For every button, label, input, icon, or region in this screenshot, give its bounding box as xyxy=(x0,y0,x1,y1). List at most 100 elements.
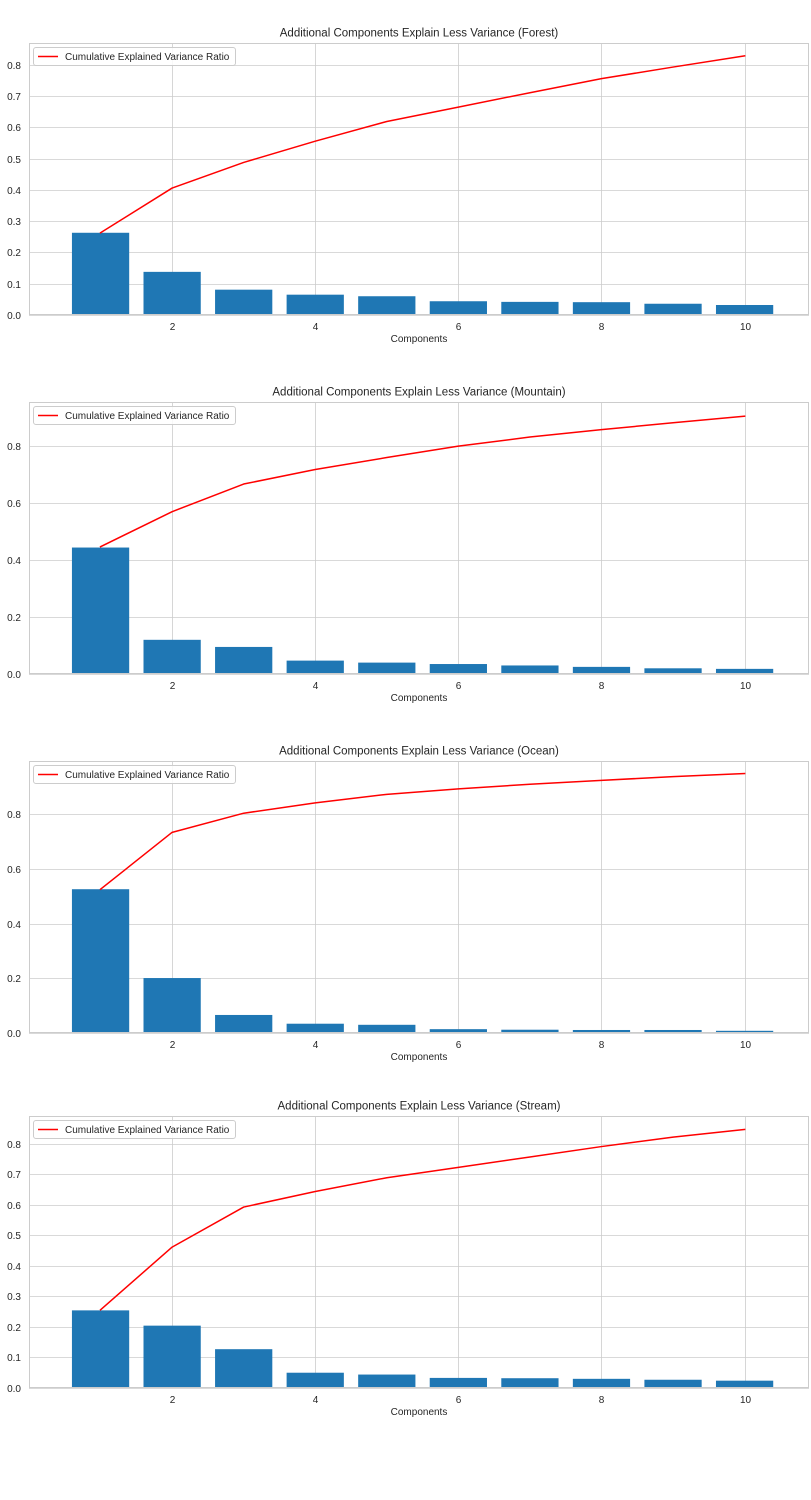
bar-component-6 xyxy=(429,664,487,674)
bar-component-9 xyxy=(644,303,702,315)
x-tick-label: 6 xyxy=(456,681,462,692)
x-tick-label: 6 xyxy=(456,322,462,333)
bar-component-4 xyxy=(286,1023,344,1033)
x-tick-label: 10 xyxy=(740,1395,752,1406)
chart-panel-2: 0.0 0.2 0.4 0.6 0.8 2 4 6 8 10 Additional Componen… xyxy=(7,387,809,704)
x-tick-label: 8 xyxy=(599,681,605,692)
chart-panel-4: 0.0 0.1 0.2 0.3 0.4 0.5 0.6 0.7 0.8 2 4 6 8 10 Additio… xyxy=(7,1101,809,1418)
y-tick-label: 0.0 xyxy=(7,1029,21,1040)
bar-component-6 xyxy=(429,1029,487,1033)
y-tick-label: 0.4 xyxy=(7,556,21,567)
bar-component-6 xyxy=(429,1377,487,1388)
y-tick-label: 0.3 xyxy=(7,217,21,228)
x-tick-label: 4 xyxy=(313,1040,319,1051)
x-tick-label: 4 xyxy=(313,681,319,692)
bar-component-10 xyxy=(715,668,774,674)
y-tick-label: 0.6 xyxy=(7,123,21,134)
bar-component-9 xyxy=(644,1379,702,1388)
x-tick-label: 10 xyxy=(740,681,752,692)
bar-component-8 xyxy=(572,1378,631,1388)
legend-label: Cumulative Explained Variance Ratio xyxy=(65,52,230,63)
y-tick-label: 0.3 xyxy=(7,1292,21,1303)
legend-box xyxy=(33,765,236,784)
bar-component-3 xyxy=(215,646,273,674)
y-tick-label: 0.2 xyxy=(7,248,21,259)
bar-component-3 xyxy=(215,1014,273,1033)
cumulative-variance-line xyxy=(99,54,746,234)
y-tick-label: 0.8 xyxy=(7,1140,21,1151)
bar-component-10 xyxy=(715,1030,774,1033)
legend-label: Cumulative Explained Variance Ratio xyxy=(65,770,230,781)
bar-component-2 xyxy=(143,978,201,1033)
bar-component-2 xyxy=(143,639,201,674)
cumulative-variance-line xyxy=(99,1128,746,1311)
bar-component-2 xyxy=(143,271,201,315)
legend: Cumulative Explained Variance Ratio xyxy=(33,1120,236,1139)
bar-component-5 xyxy=(358,296,416,315)
bar-component-9 xyxy=(644,1029,702,1033)
bar-component-1 xyxy=(71,1310,130,1388)
x-axis-label: Components xyxy=(391,1052,448,1063)
y-tick-label: 0.7 xyxy=(7,92,21,103)
axes-frame xyxy=(29,1116,809,1388)
y-tick-label: 0.5 xyxy=(7,155,21,166)
x-tick-label: 8 xyxy=(599,1040,605,1051)
bar-component-5 xyxy=(358,1024,416,1033)
chart-title: Additional Components Explain Less Varia… xyxy=(280,28,559,40)
x-axis-label: Components xyxy=(391,334,448,345)
y-tick-label: 0.6 xyxy=(7,865,21,876)
axes-frame xyxy=(29,402,809,674)
bar-component-8 xyxy=(572,302,631,315)
bar-component-6 xyxy=(429,301,487,315)
bar-component-4 xyxy=(286,1372,344,1388)
legend: Cumulative Explained Variance Ratio xyxy=(33,47,236,66)
bar-component-7 xyxy=(501,1378,559,1388)
y-tick-label: 0.6 xyxy=(7,1201,21,1212)
bar-component-1 xyxy=(71,232,130,315)
y-tick-label: 0.6 xyxy=(7,499,21,510)
cumulative-variance-line xyxy=(99,415,746,548)
bar-component-3 xyxy=(215,289,273,315)
bar-component-8 xyxy=(572,1029,631,1033)
axes-frame xyxy=(29,43,809,315)
x-tick-label: 2 xyxy=(170,1395,176,1406)
y-tick-label: 0.0 xyxy=(7,1384,21,1395)
y-tick-label: 0.0 xyxy=(7,670,21,681)
y-tick-label: 0.4 xyxy=(7,920,21,931)
bar-component-10 xyxy=(715,305,774,315)
y-tick-label: 0.5 xyxy=(7,1231,21,1242)
x-tick-label: 4 xyxy=(313,322,319,333)
x-tick-label: 6 xyxy=(456,1040,462,1051)
x-tick-label: 4 xyxy=(313,1395,319,1406)
legend-box xyxy=(33,406,236,425)
x-tick-label: 2 xyxy=(170,322,176,333)
legend-box xyxy=(33,47,236,66)
x-axis-label: Components xyxy=(391,693,448,704)
legend-label: Cumulative Explained Variance Ratio xyxy=(65,1125,230,1136)
legend: Cumulative Explained Variance Ratio xyxy=(33,406,236,425)
y-tick-label: 0.8 xyxy=(7,61,21,72)
chart-title: Additional Components Explain Less Varia… xyxy=(279,746,559,758)
bar-component-9 xyxy=(644,668,702,674)
x-axis-label: Components xyxy=(391,1407,448,1418)
y-tick-label: 0.7 xyxy=(7,1170,21,1181)
bar-component-7 xyxy=(501,301,559,315)
bar-component-7 xyxy=(501,1029,559,1033)
x-tick-label: 8 xyxy=(599,1395,605,1406)
chart-panel-3: 0.0 0.2 0.4 0.6 0.8 2 4 6 8 10 Additional Componen… xyxy=(7,746,809,1063)
x-tick-label: 8 xyxy=(599,322,605,333)
y-tick-label: 0.8 xyxy=(7,442,21,453)
bar-component-1 xyxy=(71,889,130,1033)
bar-component-2 xyxy=(143,1325,201,1388)
legend: Cumulative Explained Variance Ratio xyxy=(33,765,236,784)
chart-title: Additional Components Explain Less Varia… xyxy=(278,1101,561,1113)
y-tick-label: 0.2 xyxy=(7,613,21,624)
y-tick-label: 0.4 xyxy=(7,1262,21,1273)
bar-component-3 xyxy=(215,1349,273,1388)
bar-component-8 xyxy=(572,666,631,674)
x-tick-label: 6 xyxy=(456,1395,462,1406)
cumulative-variance-line xyxy=(99,772,746,891)
bar-component-4 xyxy=(286,660,344,674)
